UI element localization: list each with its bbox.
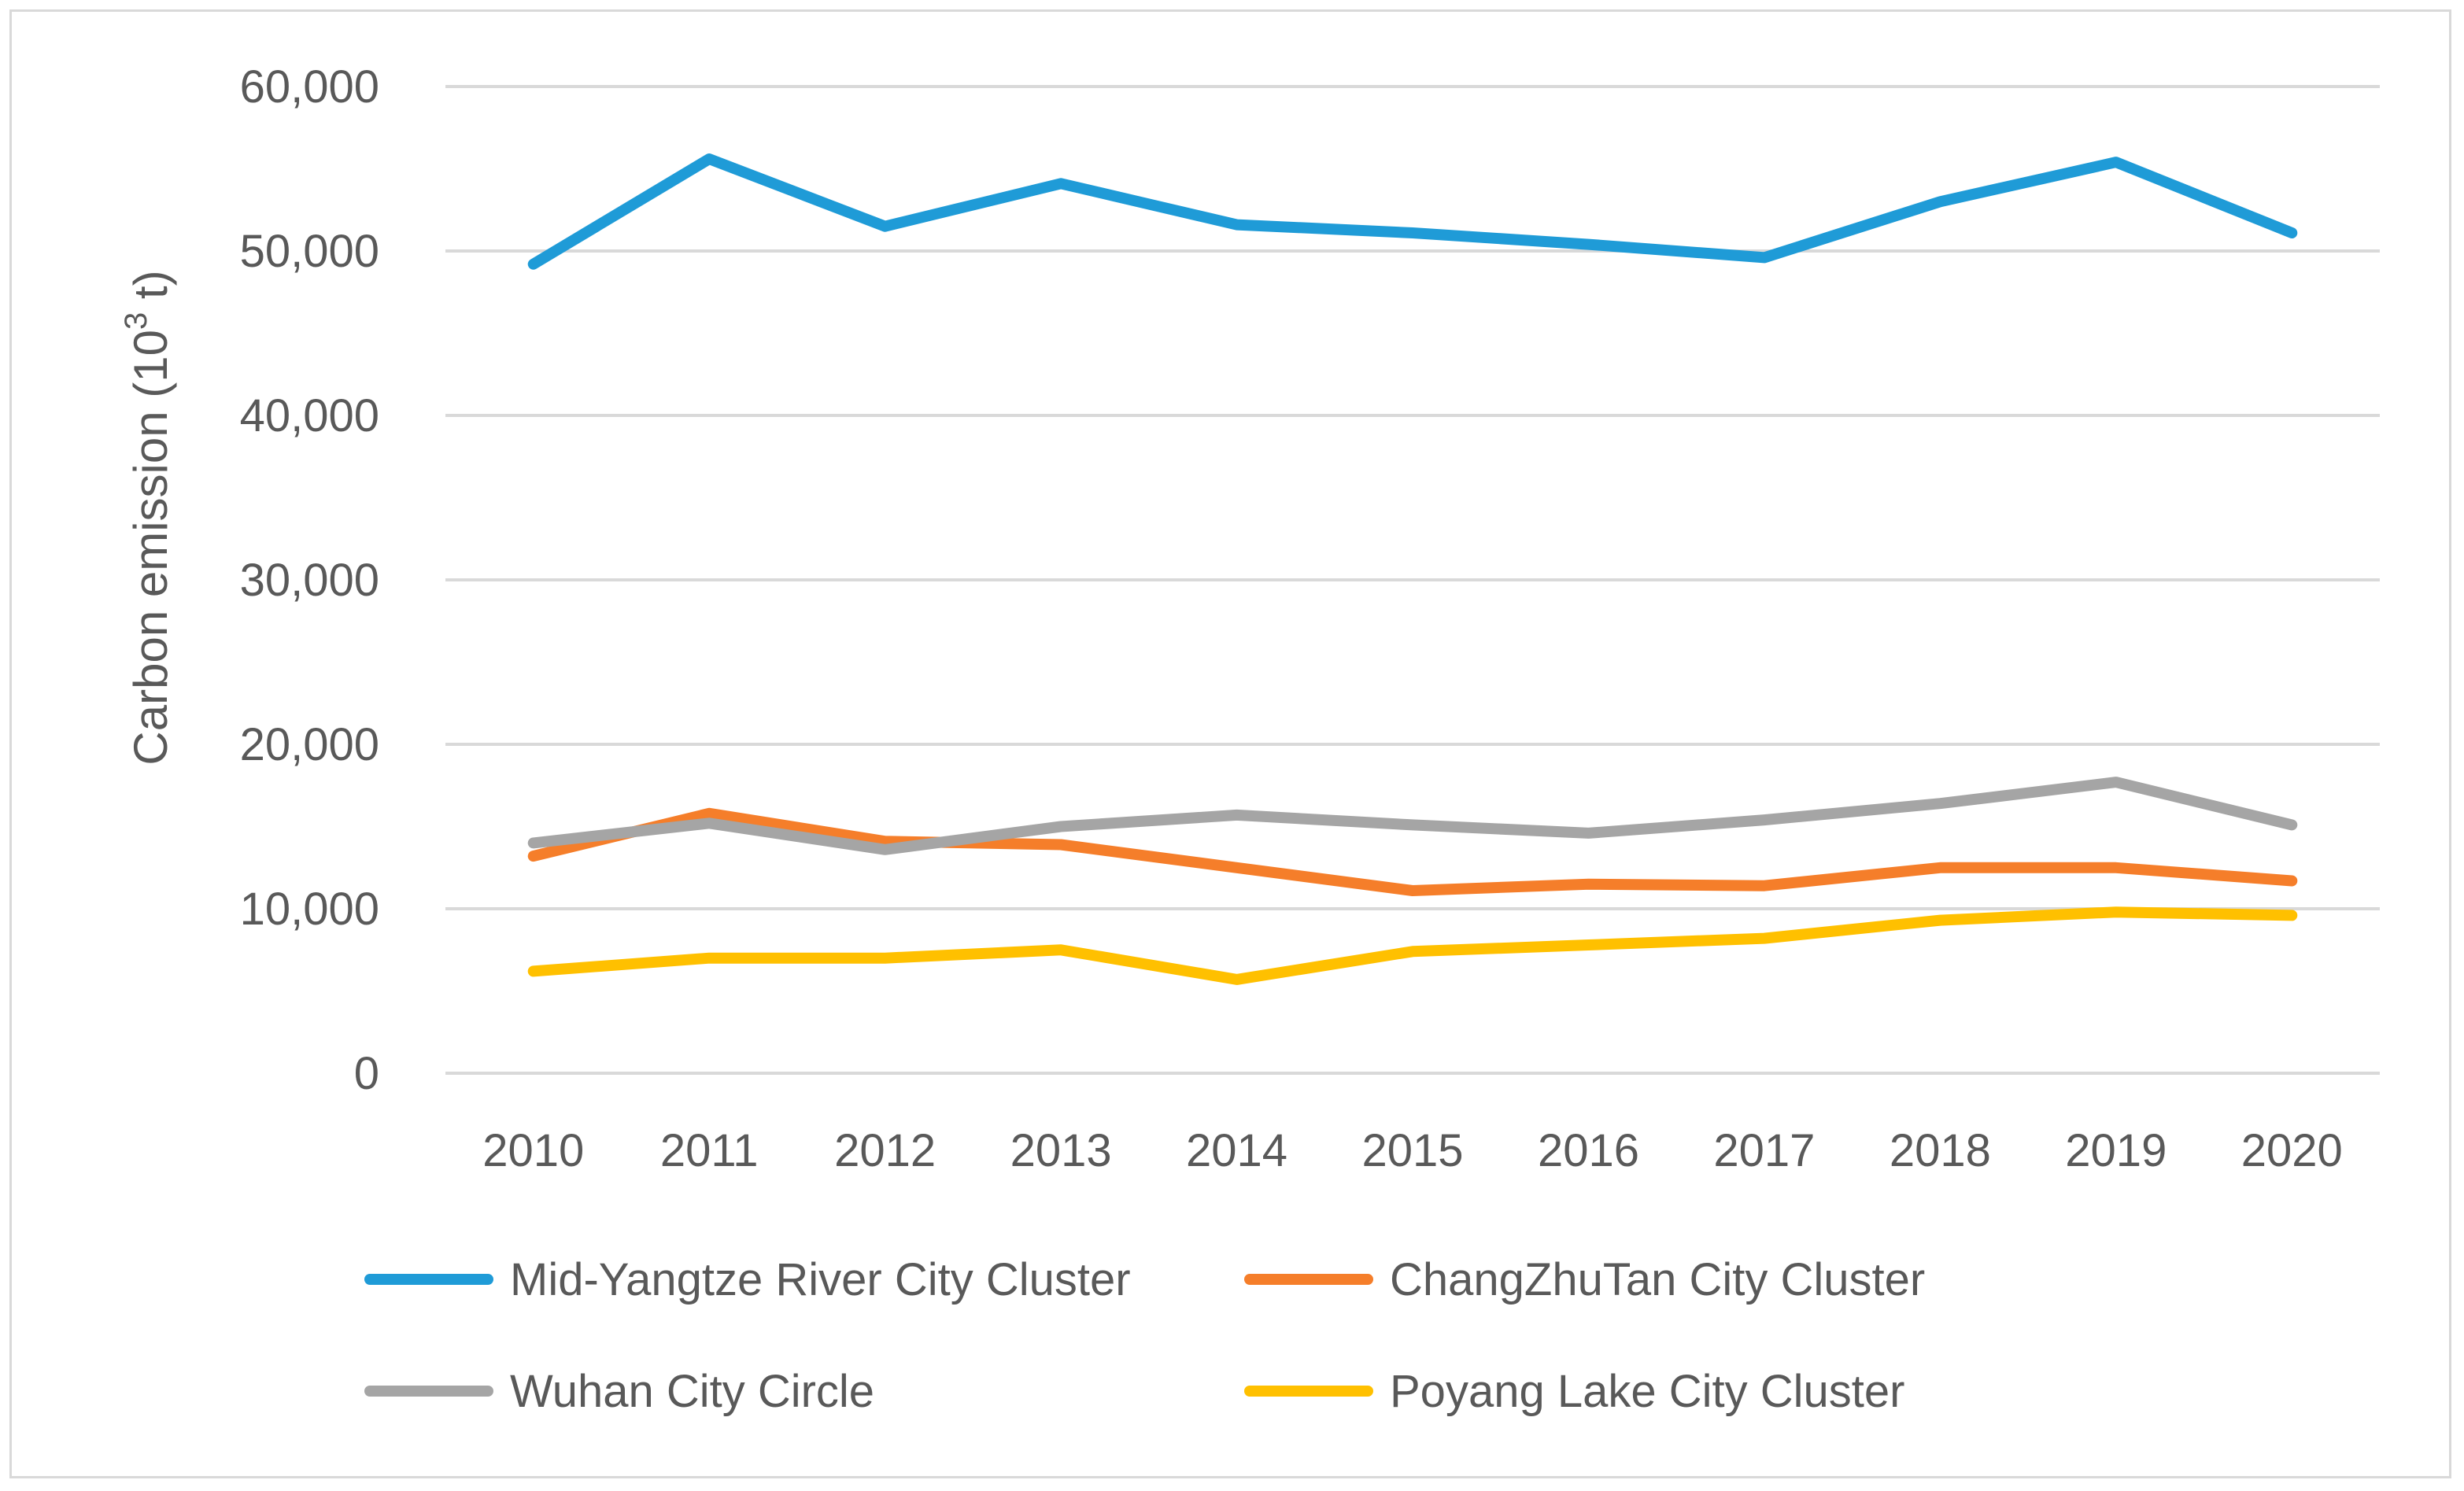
y-tick-label: 30,000 (240, 555, 379, 606)
series-lines (527, 153, 2298, 985)
series-line-4 (527, 906, 2298, 985)
x-tick-label: 2015 (1361, 1125, 1463, 1176)
y-tick-label: 20,000 (240, 719, 379, 770)
x-tick-label: 2019 (2065, 1125, 2167, 1176)
y-tick-label: 60,000 (240, 61, 379, 113)
series-line-2 (527, 807, 2298, 896)
x-tick-label: 2020 (2241, 1125, 2343, 1176)
y-tick-label: 50,000 (240, 226, 379, 277)
legend-label: Poyang Lake City Cluster (1390, 1366, 1904, 1417)
series-line-3 (527, 777, 2298, 855)
legend: Mid-Yangtze River City Cluster ChangZhuTa… (364, 1254, 1925, 1417)
y-axis-ticks: 0 10,000 20,000 30,000 40,000 50,000 60,000 (240, 61, 379, 1099)
legend-label: Mid-Yangtze River City Cluster (510, 1254, 1131, 1305)
x-axis-ticks: 2010 2011 2012 2013 2014 2015 2016 2017 2018 2019… (482, 1125, 2343, 1176)
y-tick-label: 40,000 (240, 390, 379, 441)
x-tick-label: 2017 (1713, 1125, 1815, 1176)
y-tick-label: 10,000 (240, 884, 379, 935)
legend-label: ChangZhuTan City Cluster (1390, 1254, 1925, 1305)
x-tick-label: 2013 (1010, 1125, 1112, 1176)
x-tick-label: 2014 (1186, 1125, 1287, 1176)
y-tick-label: 0 (354, 1048, 379, 1099)
gridlines (445, 85, 2380, 1075)
x-tick-label: 2012 (834, 1125, 936, 1176)
legend-label: Wuhan City Circle (510, 1366, 874, 1417)
x-tick-label: 2018 (1890, 1125, 1991, 1176)
x-tick-label: 2010 (482, 1125, 584, 1176)
x-tick-label: 2011 (660, 1125, 759, 1176)
series-line-1 (527, 153, 2298, 270)
x-tick-label: 2016 (1538, 1125, 1639, 1176)
y-axis-title: Carbon emission (103 t) (119, 270, 177, 765)
